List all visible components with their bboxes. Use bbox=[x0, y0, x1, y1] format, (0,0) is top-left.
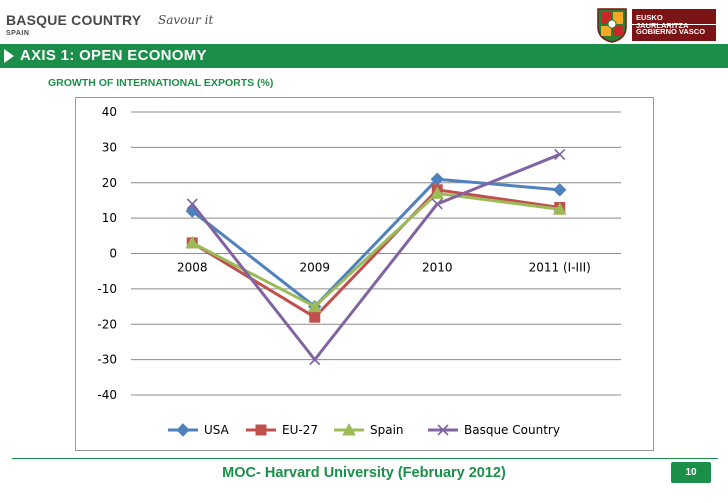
gov-name-box: EUSKO JAURLARITZA GOBIERNO VASCO bbox=[632, 9, 716, 41]
legend-label: Spain bbox=[370, 423, 404, 437]
legend-marker-2 bbox=[342, 422, 356, 436]
data-point-basque-country bbox=[554, 148, 566, 161]
logo-script-text: Savour it bbox=[158, 13, 214, 27]
footer-divider bbox=[12, 458, 718, 459]
y-tick-label: 40 bbox=[102, 105, 117, 119]
data-point-basque-country bbox=[186, 198, 198, 210]
gov-name-spanish: GOBIERNO VASCO bbox=[636, 27, 706, 36]
footer-text: MOC- Harvard University (February 2012) bbox=[222, 465, 506, 481]
data-point-spain bbox=[430, 186, 445, 199]
y-tick-label: -10 bbox=[97, 282, 117, 296]
basque-government-logo: EUSKO JAURLARITZA GOBIERNO VASCO bbox=[596, 6, 722, 44]
x-tick-label: 2009 bbox=[299, 261, 330, 275]
page-number: 10 bbox=[671, 462, 711, 483]
chart-subtitle: GROWTH OF INTERNATIONAL EXPORTS (%) bbox=[48, 77, 274, 89]
y-tick-label: -40 bbox=[97, 388, 117, 402]
legend-label: Basque Country bbox=[464, 423, 560, 437]
gov-name-basque: EUSKO JAURLARITZA bbox=[636, 13, 689, 30]
data-point-usa bbox=[553, 183, 567, 197]
logo-main-text: BASQUE COUNTRY bbox=[6, 12, 142, 28]
legend-marker-0 bbox=[176, 423, 190, 437]
legend-marker-3 bbox=[437, 424, 449, 436]
play-arrow-icon bbox=[4, 49, 14, 63]
y-tick-label: 10 bbox=[102, 211, 117, 225]
gov-name-divider bbox=[632, 24, 716, 25]
section-title: AXIS 1: OPEN ECONOMY bbox=[20, 47, 207, 64]
data-point-basque-country bbox=[431, 198, 443, 210]
y-tick-label: -30 bbox=[97, 353, 117, 367]
series-line-basque-country bbox=[191, 153, 561, 362]
x-tick-label: 2008 bbox=[177, 261, 208, 275]
series-line-spain bbox=[191, 191, 560, 309]
series-line-usa bbox=[191, 177, 560, 309]
legend-marker-1 bbox=[255, 424, 267, 436]
data-point-basque-country bbox=[309, 354, 321, 366]
section-title-bar: AXIS 1: OPEN ECONOMY bbox=[0, 44, 728, 68]
y-tick-label: -20 bbox=[97, 317, 117, 331]
x-tick-label: 2010 bbox=[422, 261, 453, 275]
basque-country-logo: BASQUE COUNTRY Savour it SPAIN bbox=[6, 6, 216, 42]
y-tick-label: 0 bbox=[109, 247, 117, 261]
data-point-spain bbox=[552, 202, 567, 215]
data-point-eu-27 bbox=[309, 311, 321, 323]
y-tick-label: 20 bbox=[102, 176, 117, 190]
chart-frame: 40 30 20 10 0 -10 -20 -30 -40 2008 2009 2010 2011 (I… bbox=[75, 97, 654, 451]
data-point-spain bbox=[185, 235, 200, 249]
legend-label: EU-27 bbox=[282, 423, 318, 437]
logo-sub-text: SPAIN bbox=[6, 30, 30, 37]
legend-label: USA bbox=[204, 423, 230, 437]
coat-of-arms-icon bbox=[597, 8, 627, 43]
data-point-spain bbox=[307, 299, 322, 313]
y-tick-label: 30 bbox=[102, 140, 117, 154]
x-tick-label: 2011 (I-III) bbox=[529, 261, 591, 275]
